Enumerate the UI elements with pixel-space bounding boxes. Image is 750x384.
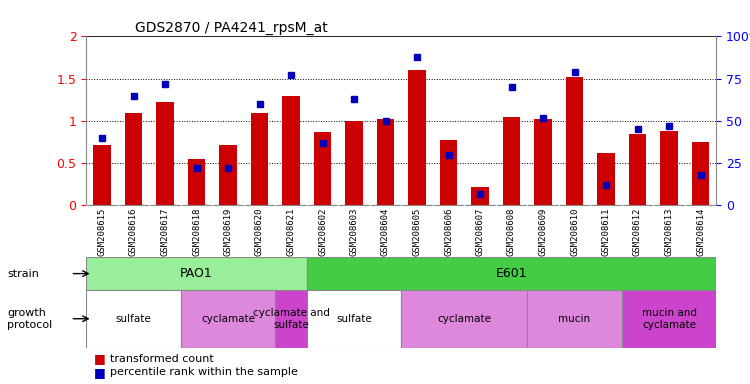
- Text: transformed count: transformed count: [110, 354, 214, 364]
- Text: GSM208619: GSM208619: [224, 208, 232, 257]
- Bar: [93, 145, 111, 205]
- Bar: [503, 117, 520, 205]
- Bar: [597, 153, 615, 205]
- Text: GSM208607: GSM208607: [476, 208, 484, 257]
- Text: GSM208608: GSM208608: [507, 208, 516, 257]
- Text: GSM208614: GSM208614: [696, 208, 705, 257]
- Bar: [660, 131, 678, 205]
- Bar: [628, 134, 646, 205]
- Text: GSM208611: GSM208611: [602, 208, 610, 257]
- Text: mucin and
cyclamate: mucin and cyclamate: [641, 308, 697, 329]
- Text: E601: E601: [496, 267, 527, 280]
- Text: GSM208617: GSM208617: [160, 208, 170, 257]
- Text: GSM208620: GSM208620: [255, 208, 264, 257]
- Bar: [314, 132, 332, 205]
- Bar: [534, 119, 552, 205]
- Text: GSM208618: GSM208618: [192, 208, 201, 257]
- Text: GSM208621: GSM208621: [286, 208, 296, 257]
- Text: mucin: mucin: [559, 314, 590, 324]
- Text: GDS2870 / PA4241_rpsM_at: GDS2870 / PA4241_rpsM_at: [135, 21, 328, 35]
- Bar: [408, 70, 426, 205]
- Bar: [440, 141, 458, 205]
- Text: growth
protocol: growth protocol: [8, 308, 52, 329]
- Text: GSM208605: GSM208605: [413, 208, 422, 257]
- Text: GSM208606: GSM208606: [444, 208, 453, 257]
- Bar: [86, 257, 307, 290]
- Text: GSM208603: GSM208603: [350, 208, 358, 257]
- Text: GSM208602: GSM208602: [318, 208, 327, 257]
- Bar: [124, 113, 142, 205]
- Text: GSM208612: GSM208612: [633, 208, 642, 257]
- Text: ■: ■: [94, 353, 106, 366]
- Text: GSM208604: GSM208604: [381, 208, 390, 257]
- Text: GSM208609: GSM208609: [538, 208, 548, 257]
- Bar: [188, 159, 206, 205]
- Text: percentile rank within the sample: percentile rank within the sample: [110, 367, 298, 377]
- Bar: [401, 290, 527, 348]
- Bar: [307, 290, 401, 348]
- Bar: [275, 290, 307, 348]
- Bar: [307, 257, 716, 290]
- Bar: [376, 119, 394, 205]
- Text: sulfate: sulfate: [116, 314, 152, 324]
- Text: ■: ■: [94, 366, 106, 379]
- Text: PAO1: PAO1: [180, 267, 213, 280]
- Text: sulfate: sulfate: [336, 314, 372, 324]
- Bar: [86, 290, 181, 348]
- Bar: [622, 290, 716, 348]
- Text: cyclamate: cyclamate: [437, 314, 491, 324]
- Text: GSM208615: GSM208615: [98, 208, 106, 257]
- Text: cyclamate and
sulfate: cyclamate and sulfate: [253, 308, 329, 329]
- Bar: [471, 187, 489, 205]
- Bar: [345, 121, 363, 205]
- Bar: [156, 103, 174, 205]
- Text: GSM208610: GSM208610: [570, 208, 579, 257]
- Text: strain: strain: [8, 268, 39, 279]
- Bar: [282, 96, 300, 205]
- Bar: [566, 77, 584, 205]
- Bar: [181, 290, 275, 348]
- Text: cyclamate: cyclamate: [201, 314, 255, 324]
- Bar: [219, 145, 237, 205]
- Bar: [692, 142, 709, 205]
- Text: GSM208613: GSM208613: [664, 208, 674, 257]
- Bar: [251, 113, 268, 205]
- Bar: [527, 290, 622, 348]
- Text: GSM208616: GSM208616: [129, 208, 138, 257]
